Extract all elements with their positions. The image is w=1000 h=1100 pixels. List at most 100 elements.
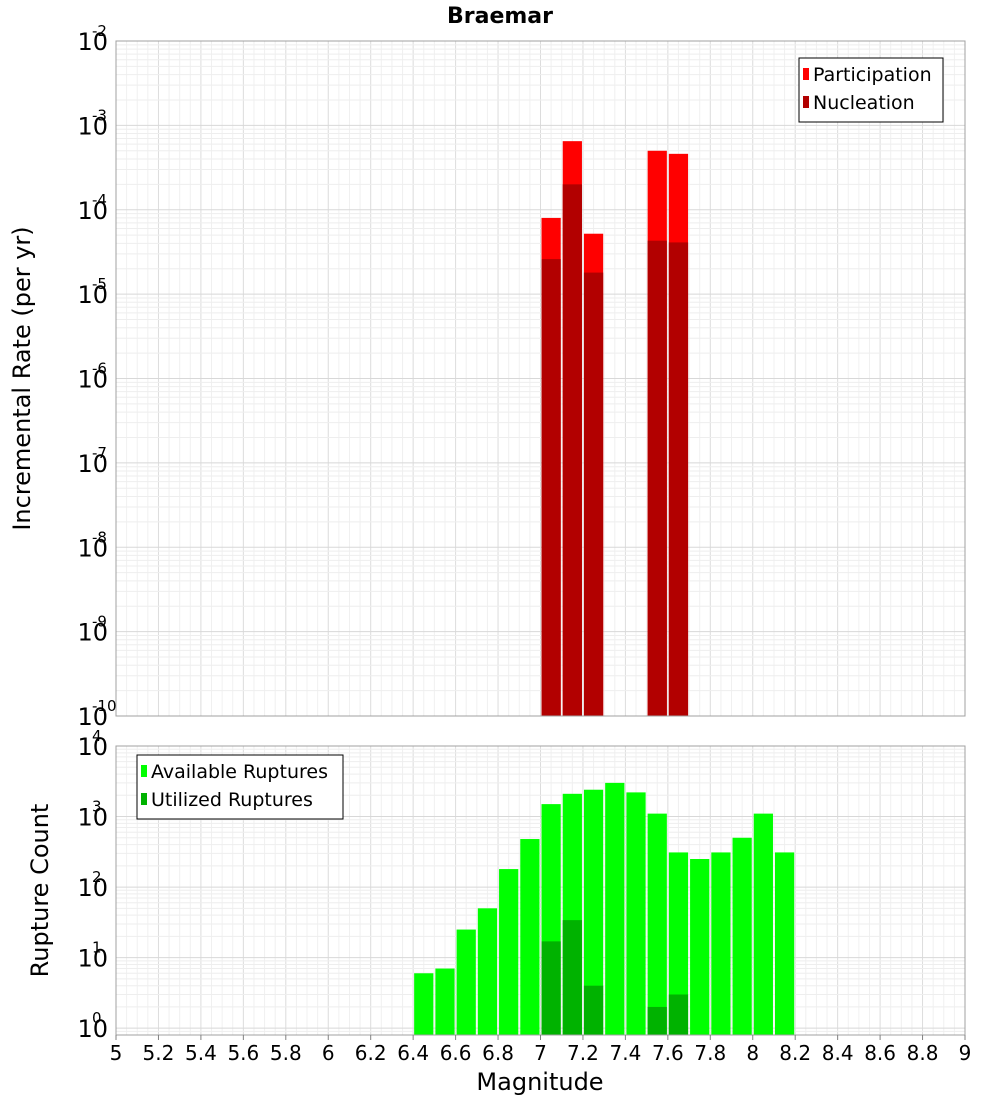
y-tick-exponent: -9 [92, 613, 107, 631]
legend-swatch [803, 96, 809, 108]
count-bar-available-ruptures-12 [668, 852, 689, 1035]
rate-bar-nucleation-1 [562, 184, 582, 717]
count-bar-available-ruptures-0 [414, 973, 434, 1035]
y-tick-label: 10 [77, 281, 108, 309]
legend-label: Utilized Ruptures [151, 789, 313, 811]
y-tick-label: 10 [77, 28, 108, 56]
rate-bar-nucleation-3 [647, 240, 667, 717]
legend-label: Participation [813, 64, 932, 86]
chart-title: Braemar [447, 4, 553, 29]
count-bar-available-ruptures-4 [499, 869, 519, 1035]
x-tick-label: 8.8 [907, 1041, 939, 1065]
count-bar-available-ruptures-11 [647, 813, 667, 1035]
series-nucleation [541, 184, 689, 717]
y-tick-exponent: -5 [92, 275, 107, 293]
y-tick-label: 10 [77, 197, 108, 225]
y-tick-exponent: -2 [92, 22, 107, 40]
x-tick-label: 6.4 [397, 1041, 429, 1065]
count-bar-available-ruptures-13 [690, 859, 710, 1035]
series-available-ruptures [414, 782, 795, 1035]
x-tick-label: 8.4 [822, 1041, 854, 1065]
count-bar-utilized-ruptures-2 [583, 985, 604, 1035]
count-bar-available-ruptures-16 [753, 813, 773, 1035]
y-tick-exponent: -7 [92, 444, 107, 462]
x-tick-label: 5 [110, 1041, 123, 1065]
y-tick-exponent: -8 [92, 528, 107, 546]
x-tick-label: 5.2 [143, 1041, 175, 1065]
x-tick-label: 8.6 [864, 1041, 896, 1065]
legend-label: Available Ruptures [151, 761, 328, 783]
y-tick-label: 10 [77, 945, 108, 973]
count-y-axis-label: Rupture Count [26, 804, 54, 978]
y-tick-exponent: -3 [92, 106, 107, 124]
y-tick-label: 10 [77, 366, 108, 394]
y-tick-label: 10 [77, 874, 108, 902]
count-bar-available-ruptures-2 [456, 929, 476, 1035]
x-tick-label: 5.6 [227, 1041, 259, 1065]
y-tick-label: 10 [77, 733, 108, 761]
y-tick-exponent: 3 [92, 798, 102, 816]
count-bar-available-ruptures-10 [626, 792, 646, 1035]
count-bar-utilized-ruptures-3 [647, 1006, 667, 1035]
x-tick-label: 7.4 [609, 1041, 641, 1065]
y-tick-exponent: -4 [92, 191, 107, 209]
y-tick-exponent: -6 [92, 360, 107, 378]
y-tick-exponent: -10 [92, 697, 117, 715]
y-tick-label: 10 [77, 534, 108, 562]
count-bar-available-ruptures-17 [774, 852, 795, 1035]
legend-label: Nucleation [813, 92, 915, 114]
x-tick-label: 5.4 [185, 1041, 217, 1065]
x-tick-label: 6.8 [482, 1041, 514, 1065]
y-tick-label: 10 [77, 703, 108, 731]
y-tick-exponent: 2 [92, 868, 102, 886]
rate-panel: 10-1010-910-810-710-610-510-410-310-2Inc… [8, 22, 966, 731]
count-bar-available-ruptures-3 [477, 908, 498, 1035]
x-axis: 5 5.2 5.4 5.6 5.8 6 6.2 6.4 6.6 6.8 7 7.2 7.4 7.6 7.8 8… [110, 1035, 972, 1065]
legend-swatch [141, 765, 147, 777]
y-tick-label: 10 [77, 112, 108, 140]
count-bar-available-ruptures-5 [520, 839, 540, 1035]
count-bar-utilized-ruptures-1 [562, 920, 582, 1035]
count-bar-available-ruptures-1 [435, 968, 455, 1035]
count-bar-available-ruptures-8 [583, 789, 604, 1035]
x-tick-label: 8.2 [779, 1041, 811, 1065]
rate-legend: Participation Nucleation [798, 57, 944, 123]
rate-bar-nucleation-2 [583, 272, 604, 716]
count-legend: Available Ruptures Utilized Ruptures [136, 754, 344, 820]
x-tick-label: 9 [959, 1041, 972, 1065]
count-bar-available-ruptures-9 [605, 782, 625, 1035]
count-bar-utilized-ruptures-0 [541, 941, 561, 1035]
x-tick-label: 6.6 [440, 1041, 472, 1065]
x-tick-label: 5.8 [270, 1041, 302, 1065]
y-tick-exponent: 0 [92, 1009, 102, 1027]
x-tick-label: 7.8 [694, 1041, 726, 1065]
y-tick-exponent: 4 [92, 727, 102, 745]
rate-grid [115, 41, 966, 717]
x-tick-label: 8 [746, 1041, 759, 1065]
series-utilized-ruptures [541, 920, 689, 1035]
rate-bar-nucleation-0 [541, 259, 561, 716]
rate-plot-border [115, 40, 966, 717]
x-axis-label: Magnitude [476, 1068, 603, 1096]
x-tick-label: 6.2 [355, 1041, 387, 1065]
x-tick-label: 6 [322, 1041, 335, 1065]
y-tick-label: 10 [77, 804, 108, 832]
y-tick-label: 10 [77, 1015, 108, 1043]
count-bar-available-ruptures-14 [711, 852, 731, 1035]
rate-bar-nucleation-4 [668, 242, 689, 716]
y-tick-exponent: 1 [92, 939, 102, 957]
legend-swatch [803, 68, 809, 80]
rate-y-axis-label: Incremental Rate (per yr) [8, 226, 36, 530]
legend-swatch [141, 793, 147, 805]
count-bar-utilized-ruptures-4 [668, 994, 689, 1035]
x-tick-label: 7 [534, 1041, 547, 1065]
y-tick-label: 10 [77, 450, 108, 478]
x-tick-label: 7.2 [567, 1041, 599, 1065]
y-tick-label: 10 [77, 619, 108, 647]
x-tick-label: 7.6 [652, 1041, 684, 1065]
count-bar-available-ruptures-15 [732, 837, 752, 1035]
